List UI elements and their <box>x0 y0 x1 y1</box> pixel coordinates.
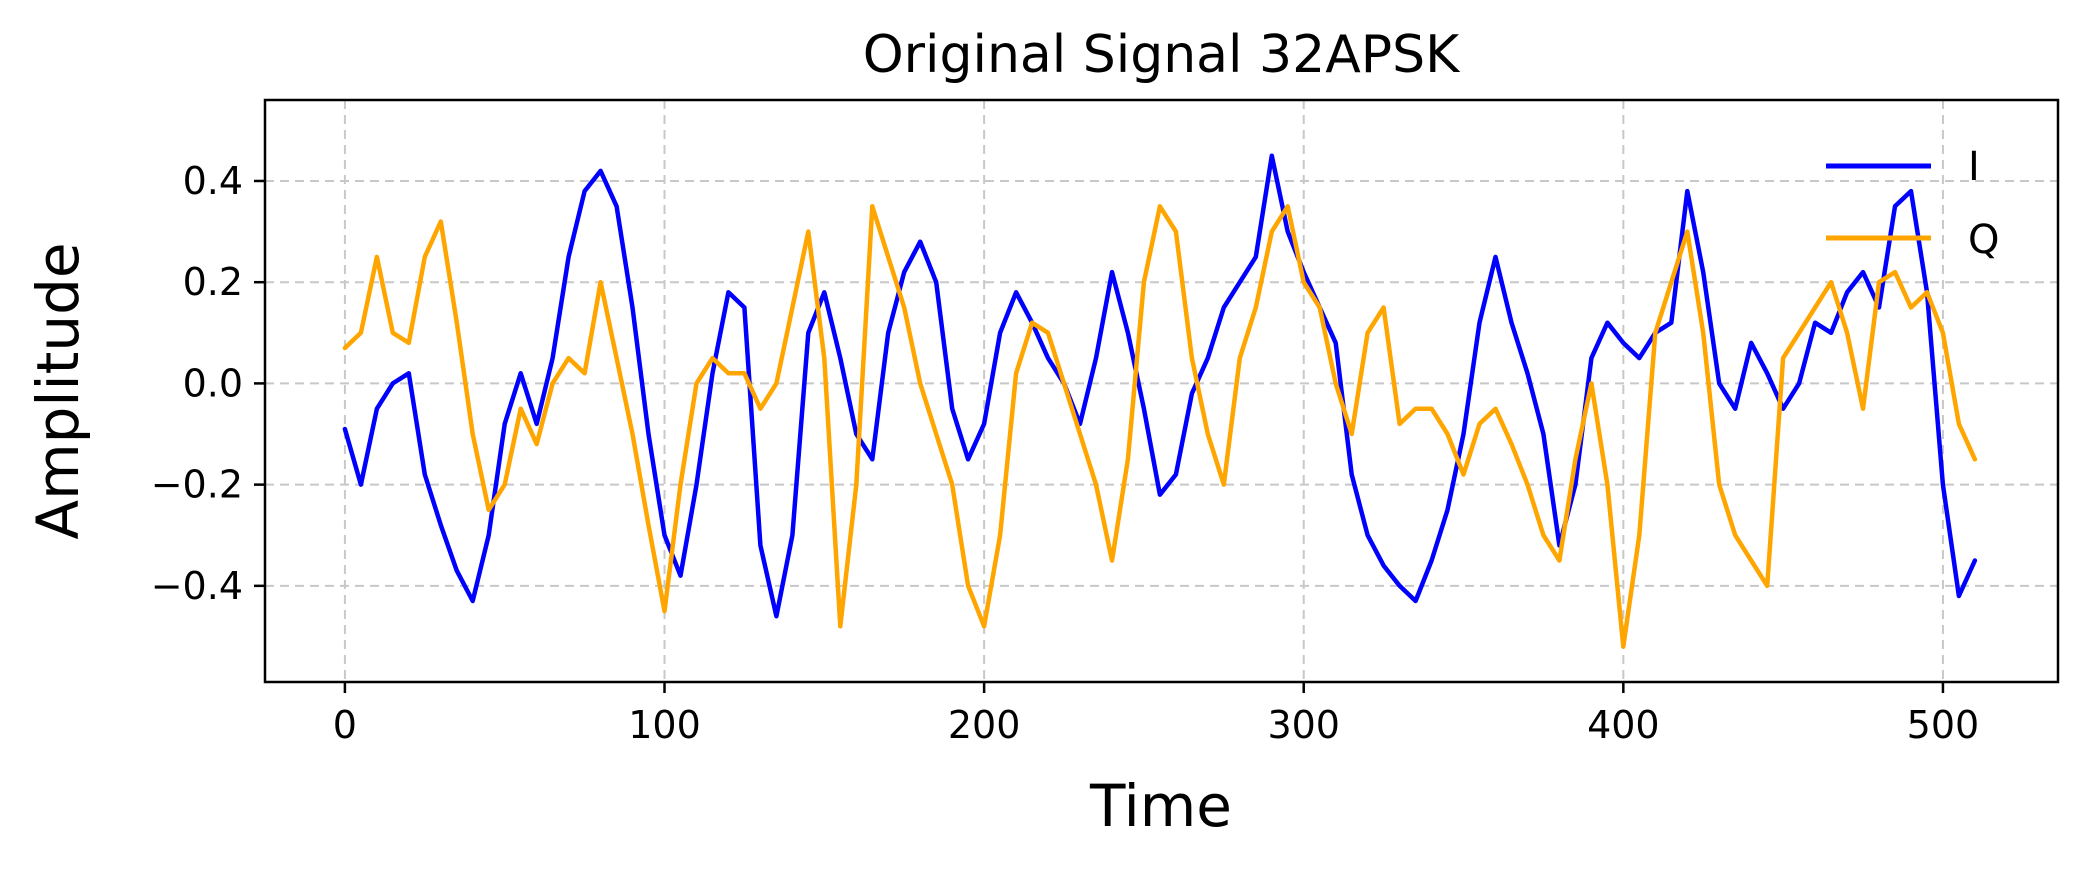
axis-ticks: 0 100 200 300 400 500 0.4 0.2 0.0 −0.2 −0.4 <box>151 159 1979 747</box>
series-line-q <box>342 204 1978 649</box>
chart-title: Original Signal 32APSK <box>863 25 1461 85</box>
y-tick-label: −0.2 <box>151 463 243 507</box>
series-line-i <box>342 153 1978 619</box>
x-tick-label: 200 <box>948 703 1021 747</box>
legend-label-i: I <box>1968 144 1980 190</box>
legend: I Q <box>1826 144 1999 263</box>
x-tick-label: 100 <box>628 703 701 747</box>
grid <box>265 100 2058 682</box>
y-tick-label: 0.4 <box>183 159 243 203</box>
legend-label-q: Q <box>1968 217 1999 263</box>
x-tick-label: 500 <box>1907 703 1980 747</box>
x-axis-label: Time <box>1089 772 1232 840</box>
y-axis-label: Amplitude <box>24 242 92 539</box>
y-tick-label: 0.0 <box>183 361 243 405</box>
x-tick-label: 400 <box>1587 703 1660 747</box>
y-tick-label: −0.4 <box>151 564 243 608</box>
x-tick-label: 300 <box>1267 703 1340 747</box>
y-tick-label: 0.2 <box>183 260 243 304</box>
plot-area <box>342 153 1978 649</box>
axes-frame <box>263 98 2060 684</box>
x-tick-label: 0 <box>333 703 357 747</box>
